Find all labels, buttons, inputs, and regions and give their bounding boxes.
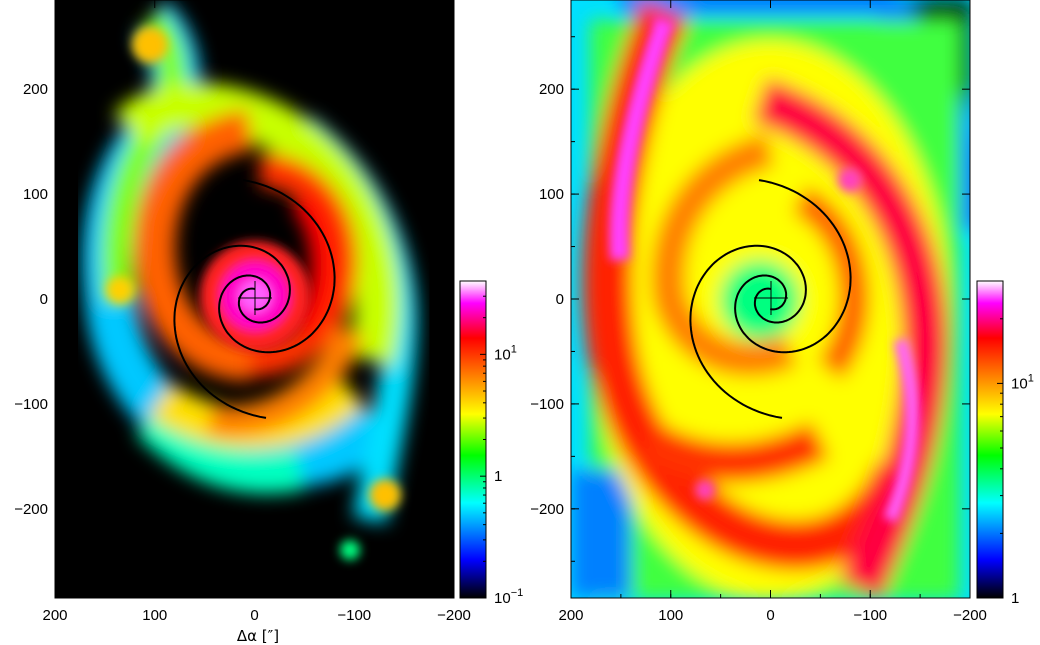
right-center-cross — [754, 281, 788, 315]
left-colorbar — [459, 280, 487, 599]
left-x-tick-label: 100 — [142, 607, 167, 624]
left-x-ticks: 200 100 0 −100 −200 — [42, 0, 471, 624]
left-center-cross — [238, 281, 272, 315]
right-y-tick-label: 100 — [539, 186, 564, 203]
left-xlabel: Δα [″] — [237, 627, 279, 645]
right-x-tick-label: 200 — [558, 607, 583, 624]
left-x-tick-label: −200 — [437, 607, 471, 624]
right-x-tick-label: −200 — [953, 607, 987, 624]
right-spiral-arm-b — [689, 244, 807, 419]
left-colorbar-label: 101 — [494, 343, 517, 363]
right-x-tick-label: 100 — [658, 607, 683, 624]
left-panel: 200 100 0 −100 −200 200 100 0 −100 −200 Δα [″] 1… — [14, 0, 523, 645]
right-y-tick-label: 200 — [539, 81, 564, 98]
right-y-tick-label: −100 — [530, 396, 564, 413]
right-panel: 200 100 0 −100 −200 200 100 0 −100 −200 101 1 — [530, 0, 1034, 624]
left-y-tick-label: −100 — [14, 396, 48, 413]
left-x-tick-label: 0 — [250, 607, 258, 624]
left-y-tick-label: −200 — [14, 501, 48, 518]
right-colorbar — [976, 280, 1004, 599]
left-spiral-arm-b — [173, 244, 291, 419]
right-y-ticks: 200 100 0 −100 −200 — [530, 36, 970, 562]
left-colorbar-label: 1 — [494, 468, 502, 485]
left-x-tick-label: −100 — [337, 607, 371, 624]
right-colorbar-label: 1 — [1011, 590, 1019, 607]
right-x-ticks: 200 100 0 −100 −200 — [558, 0, 987, 624]
left-x-tick-label: 200 — [42, 607, 67, 624]
left-y-tick-label: 100 — [23, 186, 48, 203]
right-colorbar-label: 101 — [1011, 372, 1034, 392]
left-y-ticks: 200 100 0 −100 −200 — [14, 36, 454, 562]
left-image-emission — [82, 0, 418, 560]
right-y-tick-label: 0 — [556, 291, 564, 308]
left-spiral-arm-a — [218, 179, 336, 354]
left-colorbar-label: 10−1 — [494, 587, 523, 607]
left-y-tick-label: 0 — [40, 291, 48, 308]
left-y-tick-label: 200 — [23, 81, 48, 98]
right-spiral-arm-a — [734, 179, 852, 354]
right-y-tick-label: −200 — [530, 501, 564, 518]
right-x-tick-label: 0 — [766, 607, 774, 624]
right-x-tick-label: −100 — [853, 607, 887, 624]
